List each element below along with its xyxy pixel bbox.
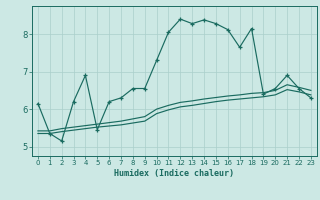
X-axis label: Humidex (Indice chaleur): Humidex (Indice chaleur) [115, 169, 234, 178]
